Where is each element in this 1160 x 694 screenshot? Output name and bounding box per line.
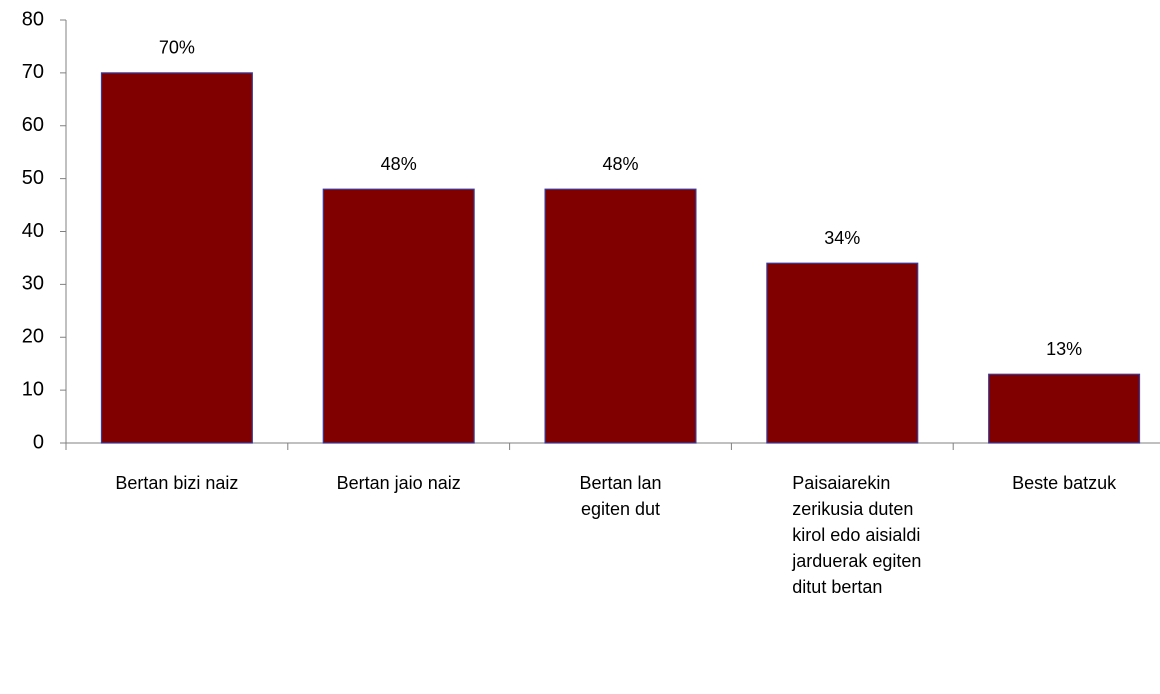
bar: [544, 188, 697, 444]
y-tick-label: 70: [22, 61, 44, 83]
bar: [322, 188, 475, 444]
x-tick-label: Bertan jaio naiz: [336, 473, 461, 493]
bar: [988, 373, 1141, 444]
x-tick-label: Bertan lan egiten dut: [579, 473, 662, 519]
bar: [766, 262, 919, 444]
y-tick-label: 0: [33, 431, 44, 453]
y-tick-label: 50: [22, 167, 44, 189]
y-tick-label: 30: [22, 273, 44, 295]
x-tick-label: Beste batzuk: [1012, 473, 1117, 493]
y-tick-label: 80: [22, 8, 44, 30]
y-tick-label: 40: [22, 220, 44, 242]
x-tick-label: Paisaiarekin zerikusia duten kirol edo a…: [792, 473, 922, 597]
x-tick-label: Bertan bizi naiz: [115, 473, 239, 493]
value-label: 48%: [381, 154, 417, 174]
y-tick-label: 20: [22, 326, 44, 348]
value-label: 34%: [824, 228, 860, 248]
value-label: 70%: [159, 38, 195, 58]
y-tick-label: 10: [22, 378, 44, 400]
bar: [100, 72, 253, 444]
value-label: 13%: [1046, 339, 1082, 359]
value-label: 48%: [602, 154, 638, 174]
y-tick-label: 60: [22, 114, 44, 136]
